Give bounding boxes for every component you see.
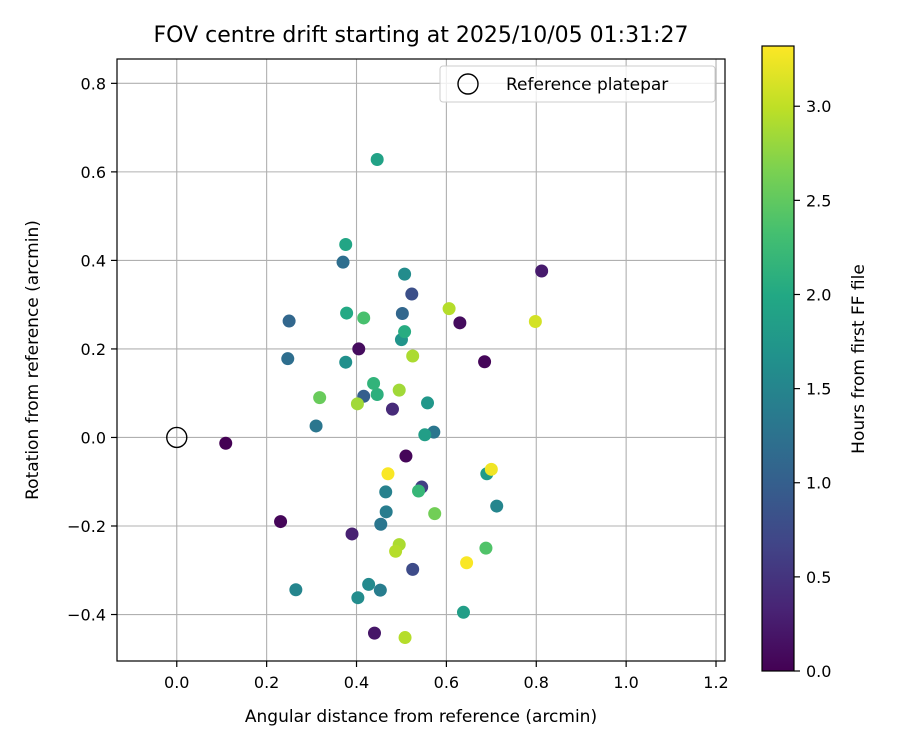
data-point: [453, 316, 467, 330]
data-point: [479, 541, 493, 555]
data-point: [456, 605, 470, 619]
colorbar-tick-label: 2.5: [806, 191, 831, 210]
data-point: [395, 307, 409, 321]
chart-title: FOV centre drift starting at 2025/10/05 …: [154, 23, 689, 48]
legend: Reference platepar: [439, 65, 716, 103]
colorbar-tick-label: 3.0: [806, 97, 831, 116]
colorbar-gradient: [761, 45, 795, 672]
data-point: [339, 237, 353, 251]
legend-box: [439, 65, 716, 103]
data-point: [398, 631, 412, 645]
colorbar-tick-label: 2.0: [806, 285, 831, 304]
data-point: [412, 484, 426, 498]
x-axis-label: Angular distance from reference (arcmin): [245, 707, 597, 727]
data-point: [381, 467, 395, 481]
data-point: [350, 397, 364, 411]
data-point: [392, 383, 406, 397]
colorbar: 0.0 0.5 1.0 1.5 2.0 2.5 3.0 Hours from first F…: [761, 45, 869, 681]
data-point: [406, 562, 420, 576]
y-tick-label: 0.4: [81, 251, 106, 270]
axis-ticks: 0.0 0.2 0.4 0.6 0.8 1.0 1.2 −0.4 −0.2 0.0 0.2 0.4 0.…: [67, 74, 729, 692]
data-point: [351, 591, 365, 605]
data-point: [357, 311, 371, 325]
y-axis-label: Rotation from reference (arcmin): [23, 220, 43, 500]
data-point: [367, 626, 381, 640]
data-point: [398, 267, 412, 281]
data-points: [219, 152, 549, 645]
data-point: [389, 544, 403, 558]
plot-frame: [116, 58, 726, 662]
data-point: [367, 376, 381, 390]
legend-label: Reference platepar: [506, 75, 668, 95]
data-point: [289, 583, 303, 597]
data-point: [406, 349, 420, 363]
data-point: [405, 287, 419, 301]
data-point: [490, 499, 504, 513]
data-point: [418, 428, 432, 442]
y-tick-label: 0.8: [81, 74, 106, 93]
data-point: [484, 462, 498, 476]
colorbar-tick-label: 0.5: [806, 568, 831, 587]
data-point: [362, 577, 376, 591]
data-point: [281, 352, 295, 366]
data-point: [340, 306, 354, 320]
data-point: [370, 152, 384, 166]
legend-marker-icon: [457, 73, 479, 95]
data-point: [528, 314, 542, 328]
colorbar-label: Hours from first FF file: [849, 264, 869, 454]
data-point: [460, 556, 474, 570]
colorbar-ticks: 0.0 0.5 1.0 1.5 2.0 2.5 3.0: [794, 97, 831, 681]
colorbar-tick-label: 0.0: [806, 662, 831, 681]
data-point: [373, 583, 387, 597]
data-point: [379, 485, 393, 499]
data-point: [339, 355, 353, 369]
data-point: [421, 396, 435, 410]
reference-marker-layer: [166, 426, 188, 449]
x-tick-label: 0.0: [164, 673, 189, 692]
colorbar-tick-label: 1.5: [806, 380, 831, 399]
y-tick-label: −0.2: [67, 517, 106, 536]
data-point: [374, 517, 388, 531]
data-point: [379, 505, 393, 519]
data-point: [352, 342, 366, 356]
x-tick-label: 0.8: [524, 673, 549, 692]
data-point: [282, 314, 296, 328]
data-point: [274, 515, 288, 529]
y-tick-label: −0.4: [67, 606, 106, 625]
x-tick-label: 0.2: [254, 673, 279, 692]
x-tick-label: 0.6: [434, 673, 459, 692]
data-point: [219, 436, 233, 450]
data-point: [442, 302, 456, 316]
data-point: [398, 325, 412, 339]
data-point: [370, 388, 384, 402]
data-point: [399, 449, 413, 463]
y-tick-label: 0.2: [81, 340, 106, 359]
y-tick-label: 0.0: [81, 428, 106, 447]
colorbar-tick-label: 1.0: [806, 474, 831, 493]
data-point: [428, 507, 442, 521]
data-point: [345, 527, 359, 541]
x-tick-label: 0.4: [344, 673, 369, 692]
data-point: [309, 419, 323, 433]
data-point: [478, 355, 492, 369]
data-point: [385, 402, 399, 416]
y-tick-label: 0.6: [81, 163, 106, 182]
data-point: [313, 391, 327, 405]
x-tick-label: 1.0: [613, 673, 638, 692]
x-tick-label: 1.2: [703, 673, 728, 692]
reference-point-marker: [166, 426, 188, 449]
data-point: [535, 264, 549, 278]
grid-lines: [117, 59, 725, 661]
data-point: [336, 255, 350, 269]
